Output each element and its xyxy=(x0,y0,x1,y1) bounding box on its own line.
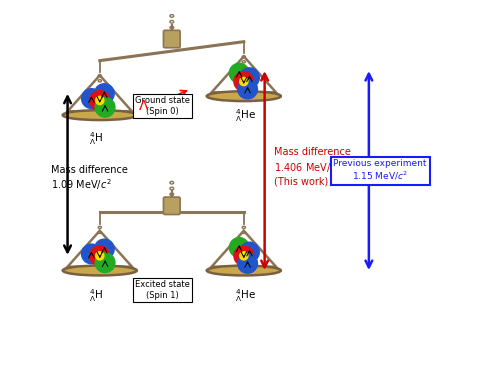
Text: $^{4}_{\Lambda}$H: $^{4}_{\Lambda}$H xyxy=(89,287,103,304)
Ellipse shape xyxy=(207,266,281,276)
Circle shape xyxy=(82,89,101,108)
Circle shape xyxy=(240,252,248,260)
Text: Mass difference
1.09 MeV/$c^2$: Mass difference 1.09 MeV/$c^2$ xyxy=(50,164,127,192)
Text: Previous experiment
1.15 MeV/$c^2$: Previous experiment 1.15 MeV/$c^2$ xyxy=(334,159,427,182)
Ellipse shape xyxy=(63,110,137,120)
Circle shape xyxy=(240,77,248,86)
Circle shape xyxy=(234,72,253,91)
Text: Mass difference
1.406 MeV/$c^2$
(This work): Mass difference 1.406 MeV/$c^2$ (This wo… xyxy=(274,147,351,186)
Circle shape xyxy=(96,96,104,105)
Text: $\Lambda$: $\Lambda$ xyxy=(138,99,149,113)
Circle shape xyxy=(238,79,257,99)
Circle shape xyxy=(95,84,114,103)
Circle shape xyxy=(82,244,101,264)
Circle shape xyxy=(95,239,114,259)
FancyBboxPatch shape xyxy=(164,197,180,215)
Circle shape xyxy=(95,253,115,273)
Circle shape xyxy=(90,246,109,266)
Circle shape xyxy=(234,246,253,266)
Text: Ground state
(Spin 0): Ground state (Spin 0) xyxy=(135,96,190,116)
Circle shape xyxy=(96,252,104,260)
Text: Excited state
(Spin 1): Excited state (Spin 1) xyxy=(135,280,190,300)
Circle shape xyxy=(240,242,259,262)
Circle shape xyxy=(229,63,249,83)
Circle shape xyxy=(238,254,257,273)
Circle shape xyxy=(229,238,249,257)
Ellipse shape xyxy=(207,91,281,101)
Text: $^{4}_{\Lambda}$He: $^{4}_{\Lambda}$He xyxy=(235,287,256,304)
Circle shape xyxy=(90,91,109,110)
Ellipse shape xyxy=(63,266,137,276)
FancyBboxPatch shape xyxy=(164,30,180,48)
Text: $^{4}_{\Lambda}$He: $^{4}_{\Lambda}$He xyxy=(235,107,256,124)
Circle shape xyxy=(95,97,115,117)
Text: $^{4}_{\Lambda}$H: $^{4}_{\Lambda}$H xyxy=(89,130,103,147)
Circle shape xyxy=(240,68,259,88)
